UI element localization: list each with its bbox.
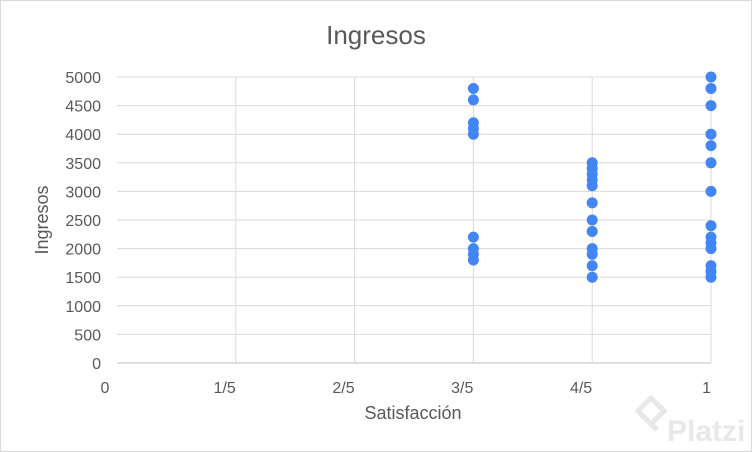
scatter-point bbox=[705, 220, 717, 232]
y-tick-label: 3000 bbox=[65, 184, 101, 201]
scatter-point bbox=[705, 140, 717, 152]
y-tick-label: 2500 bbox=[65, 213, 101, 230]
scatter-point bbox=[705, 185, 717, 197]
scatter-point bbox=[705, 82, 717, 94]
scatter-point bbox=[586, 271, 598, 283]
platzi-logo-icon bbox=[634, 394, 668, 432]
y-tick-label: 1500 bbox=[65, 270, 101, 287]
y-tick-label: 4500 bbox=[65, 99, 101, 116]
y-tick-label: 3500 bbox=[65, 156, 101, 173]
scatter-point bbox=[467, 94, 479, 106]
y-tick-label: 5000 bbox=[65, 70, 101, 87]
chart-title: Ingresos bbox=[326, 20, 426, 50]
x-tick-label: 0 bbox=[101, 380, 110, 397]
scatter-point bbox=[705, 100, 717, 112]
x-tick-label: 1/5 bbox=[214, 380, 236, 397]
data-points bbox=[467, 71, 717, 283]
y-tick-label: 4000 bbox=[65, 127, 101, 144]
x-tick-label: 4/5 bbox=[570, 380, 592, 397]
scatter-point bbox=[705, 157, 717, 169]
scatter-point bbox=[705, 128, 717, 140]
y-tick-label: 1000 bbox=[65, 299, 101, 316]
scatter-point bbox=[467, 82, 479, 94]
scatter-point bbox=[586, 214, 598, 226]
scatter-point bbox=[586, 180, 598, 192]
scatter-point bbox=[586, 248, 598, 260]
y-axis-title: Ingresos bbox=[32, 185, 52, 254]
x-tick-label: 3/5 bbox=[451, 380, 473, 397]
platzi-watermark: Platzi bbox=[634, 394, 745, 448]
y-tick-label: 500 bbox=[74, 327, 101, 344]
scatter-point bbox=[705, 243, 717, 255]
grid-lines bbox=[117, 76, 712, 364]
scatter-point bbox=[586, 225, 598, 237]
watermark-text: Platzi bbox=[667, 415, 745, 448]
scatter-point bbox=[467, 128, 479, 140]
x-tick-label: 2/5 bbox=[332, 380, 354, 397]
scatter-point bbox=[586, 197, 598, 209]
scatter-point bbox=[467, 254, 479, 266]
scatter-point bbox=[705, 71, 717, 83]
y-tick-label: 2000 bbox=[65, 242, 101, 259]
x-tick-label: 1 bbox=[702, 380, 711, 397]
scatter-point bbox=[586, 260, 598, 272]
scatter-point bbox=[705, 271, 717, 283]
scatter-point bbox=[467, 231, 479, 243]
tick-labels: 0 500 1000 1500 2000 2500 3000 3500 4000 4500 5000… bbox=[65, 70, 711, 397]
y-tick-label: 0 bbox=[92, 356, 101, 373]
x-axis-title: Satisfacción bbox=[364, 403, 461, 423]
